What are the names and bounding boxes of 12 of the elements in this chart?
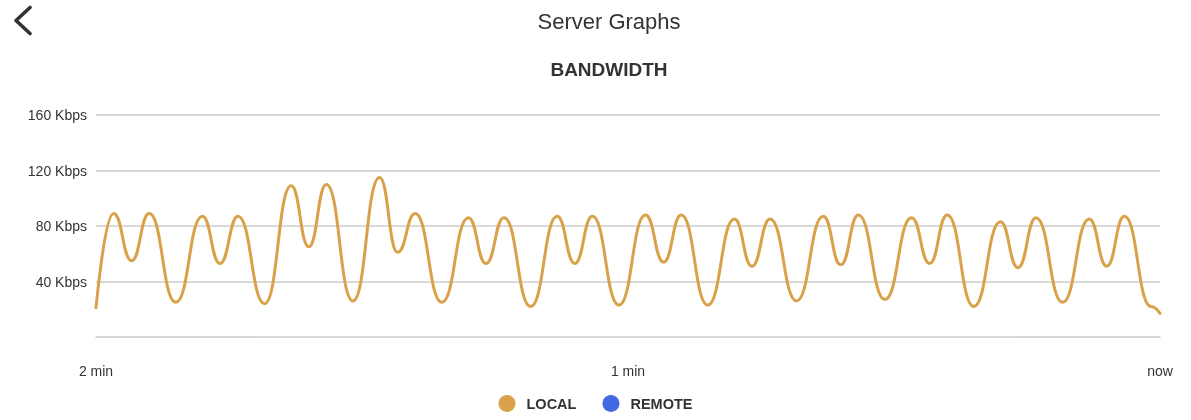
line-series — [94, 175, 1162, 315]
y-tick-label: 160 Kbps — [27, 107, 87, 123]
y-tick-label: 80 Kbps — [35, 218, 87, 234]
y-tick-label: 120 Kbps — [27, 162, 87, 179]
x-tick-label: now — [1147, 363, 1174, 379]
chart-subtitle: BANDWIDTH — [550, 59, 668, 80]
x-tick-label: 1 min — [610, 363, 646, 379]
x-tick-label: 2 min — [78, 363, 114, 379]
y-tick-label: 40 Kbps — [35, 273, 87, 290]
chart-title: Server Graphs — [537, 8, 681, 34]
legend-label: REMOTE — [630, 395, 693, 412]
legend-label: LOCAL — [526, 395, 577, 412]
